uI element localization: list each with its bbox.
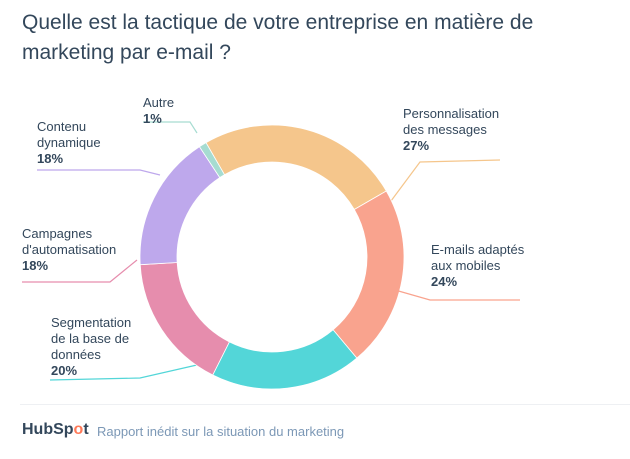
slice-label-personnalisation: Personnalisation des messages 27% <box>403 106 499 154</box>
slice-label-autre: Autre 1% <box>143 95 174 127</box>
slice-label-contenu: Contenu dynamique 18% <box>37 119 101 167</box>
donut-chart <box>22 121 520 390</box>
slice-label-text: données <box>51 347 101 362</box>
leader-line <box>387 159 501 206</box>
donut-slice <box>139 146 221 266</box>
slice-label-text: des messages <box>403 122 487 137</box>
slice-label-text: E-mails adaptés <box>431 242 525 257</box>
slice-value: 1% <box>143 111 162 126</box>
leader-line <box>37 169 161 176</box>
slice-value: 20% <box>51 363 78 378</box>
hubspot-logo: HubSpot <box>22 421 89 438</box>
slice-label-text: Personnalisation <box>403 106 500 121</box>
slice-label-text: d'automatisation <box>22 242 117 257</box>
footer-source: Rapport inédit sur la situation du marke… <box>97 424 345 439</box>
slice-value: 24% <box>431 274 458 289</box>
slice-label-mobiles: E-mails adaptés aux mobiles 24% <box>431 242 524 290</box>
footer-divider <box>20 404 630 405</box>
slice-label-text: de la base de <box>51 331 130 346</box>
donut-slice <box>332 190 405 359</box>
slice-label-text: Autre <box>143 95 175 110</box>
slice-label-text: Segmentation <box>51 315 132 330</box>
chart-title: Quelle est la tactique de votre entrepri… <box>22 11 534 64</box>
slice-label-text: dynamique <box>37 135 101 150</box>
donut-slice <box>205 124 387 211</box>
leader-line <box>22 259 138 283</box>
slice-label-segmentation: Segmentation de la base de données 20% <box>51 315 131 379</box>
donut-slice <box>198 142 226 179</box>
slice-label-text: aux mobiles <box>431 258 501 273</box>
leader-line <box>49 361 211 381</box>
donut-slice <box>139 262 230 376</box>
slice-label-text: Campagnes <box>22 226 93 241</box>
leader-line <box>143 121 198 134</box>
slice-value: 18% <box>37 151 64 166</box>
slice-value: 18% <box>22 258 49 273</box>
slice-value: 27% <box>403 138 430 153</box>
slice-label-text: Contenu <box>37 119 87 134</box>
leader-line <box>394 289 520 301</box>
slice-label-automatisation: Campagnes d'automatisation 18% <box>22 226 116 274</box>
donut-slice <box>212 329 358 390</box>
